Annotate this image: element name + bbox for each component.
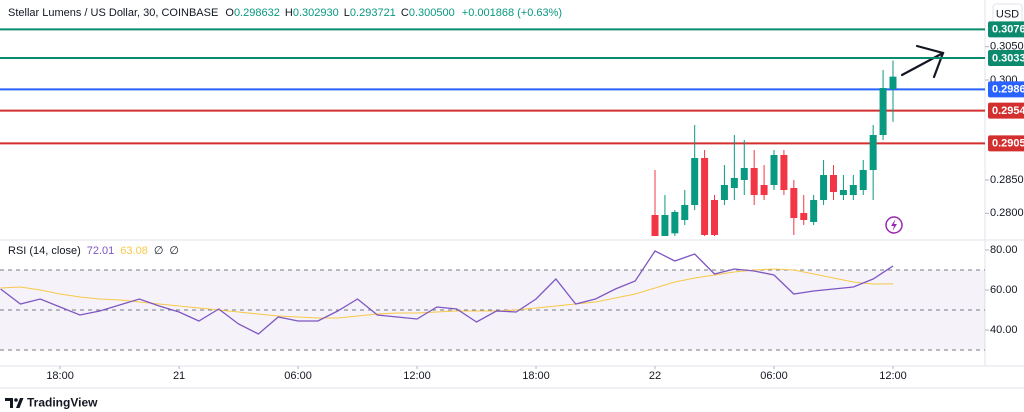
candle-body: [730, 178, 738, 188]
candle-body: [711, 200, 719, 235]
candle-body: [770, 155, 778, 185]
y-tick-label: 0.3050: [990, 41, 1024, 53]
indicator-extra: ∅: [154, 245, 164, 257]
brand-name: TradingView: [27, 396, 98, 410]
x-tick-label: 21: [173, 370, 185, 382]
arrow-drawing: [900, 44, 945, 79]
candle-body: [780, 155, 788, 190]
brand-logo: [5, 398, 24, 408]
candle-body: [661, 215, 669, 236]
change: +0.001868 (+0.63%): [462, 7, 562, 19]
ohlc-value: 0.302930: [293, 7, 339, 19]
x-tick-label: 12:00: [879, 370, 907, 382]
x-tick-label: 06:00: [760, 370, 788, 382]
candle-body: [889, 76, 897, 90]
ohlc-label: C: [401, 7, 409, 19]
candle-body: [839, 190, 847, 195]
ohlc-value: 0.298632: [234, 7, 280, 19]
rsi-band-fill: [0, 270, 985, 350]
candle-body: [681, 205, 689, 220]
level-label-box: [988, 81, 1024, 98]
candle-body: [691, 158, 699, 205]
ohlc-value: 0.300500: [409, 7, 455, 19]
candle-body: [790, 188, 798, 218]
level-label: 0.2986: [992, 84, 1024, 96]
candle-body: [849, 185, 857, 195]
x-tick-label: 18:00: [522, 370, 550, 382]
indicator-value: 63.08: [120, 245, 148, 257]
indicator-header: RSI (14, close) 72.01 63.08 ∅ ∅: [8, 245, 179, 257]
candle-body: [820, 175, 828, 200]
level-label: 0.3076: [992, 24, 1024, 36]
level-label: 0.2905: [992, 138, 1024, 150]
candle-body: [879, 88, 887, 135]
event-icon[interactable]: [885, 216, 903, 234]
level-label-box: [988, 21, 1024, 38]
candle-body: [701, 158, 709, 235]
level-label: 0.2954: [992, 105, 1024, 117]
y-tick-label: 0.2800: [990, 207, 1024, 219]
level-label-box: [988, 50, 1024, 66]
ohlc-label: H: [285, 7, 293, 19]
symbol-title: Stellar Lumens / US Dollar, 30, COINBASE: [8, 7, 218, 19]
x-tick-label: 12:00: [403, 370, 431, 382]
candle-body: [869, 135, 877, 170]
level-label-box: [988, 102, 1024, 119]
rsi-line: [0, 250, 894, 335]
indicator-extra: ∅: [169, 245, 179, 257]
ohlc-label: L: [344, 7, 350, 19]
indicator-value: 72.01: [87, 245, 115, 257]
candle-body: [750, 168, 758, 195]
y-tick-label: 0.2850: [990, 174, 1024, 186]
x-tick-label: 18:00: [46, 370, 74, 382]
candle-body: [671, 212, 679, 234]
candle-body: [829, 175, 837, 192]
x-tick-label: 06:00: [284, 370, 312, 382]
candle-body: [800, 213, 808, 220]
y-tick-label: 40.00: [990, 324, 1018, 336]
candle-body: [651, 215, 659, 236]
currency-label[interactable]: USD: [996, 8, 1019, 20]
chart-header: Stellar Lumens / US Dollar, 30, COINBASE…: [8, 7, 562, 19]
y-tick-label: 60.00: [990, 284, 1018, 296]
candle-body: [720, 185, 728, 200]
candle-body: [859, 170, 867, 190]
candle-body: [810, 200, 818, 222]
level-label-box: [988, 135, 1024, 152]
x-tick-label: 22: [649, 370, 661, 382]
level-label: 0.3033: [992, 52, 1024, 64]
indicator-title: RSI (14, close): [8, 245, 81, 257]
candle-body: [760, 185, 768, 195]
y-tick-label: 80.00: [990, 244, 1018, 256]
ohlc-label: O: [225, 7, 234, 19]
ohlc-value: 0.293721: [350, 7, 396, 19]
candle-body: [740, 168, 748, 180]
